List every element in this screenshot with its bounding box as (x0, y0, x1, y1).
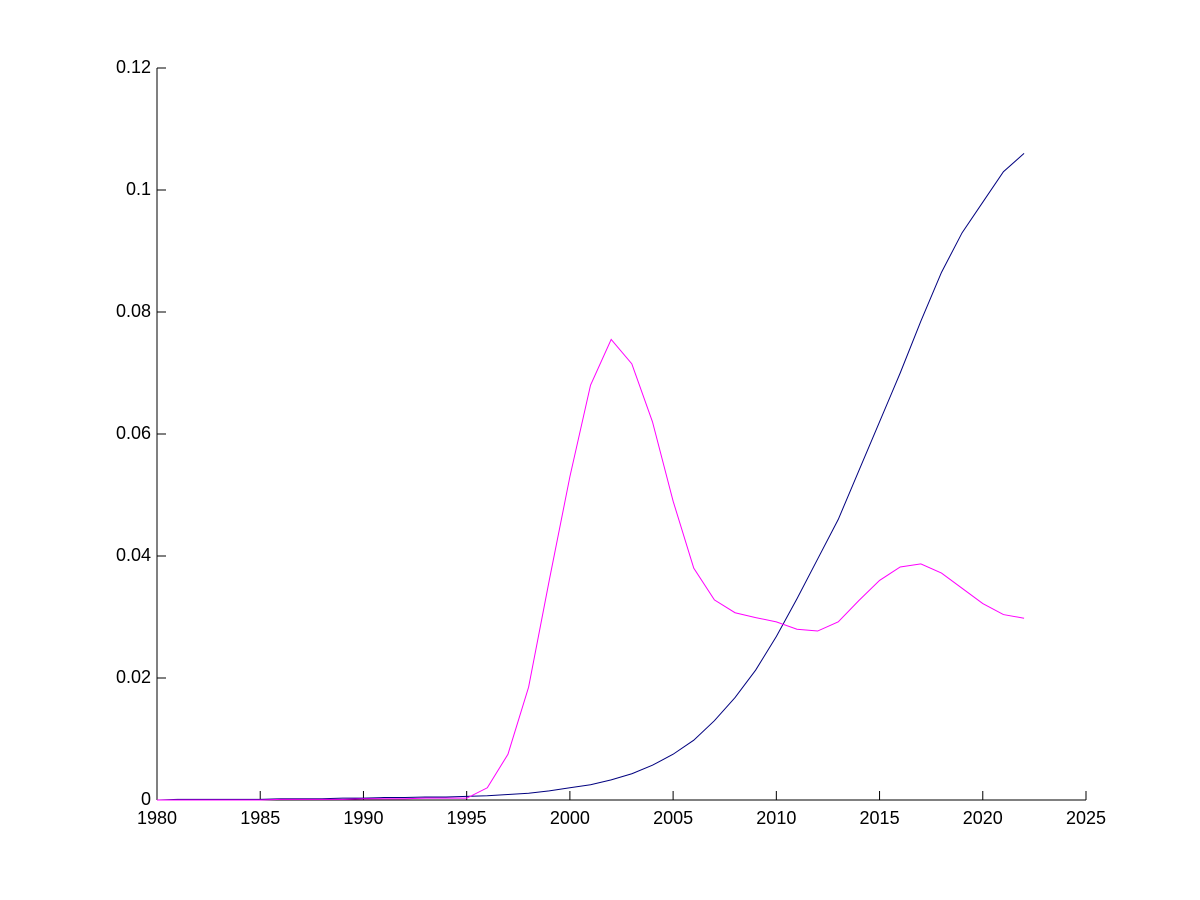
x-tick-label: 1980 (137, 808, 177, 828)
y-tick-label: 0.1 (126, 179, 151, 199)
series-line (157, 338, 1025, 801)
y-tick-label: 0.08 (116, 301, 151, 321)
x-tick-label: 2000 (550, 808, 590, 828)
series-line (156, 153, 1025, 801)
x-tick-label: 2010 (756, 808, 796, 828)
x-tick-label: 2025 (1066, 808, 1106, 828)
x-tick-label: 1995 (447, 808, 487, 828)
x-tick-label: 2020 (963, 808, 1003, 828)
y-tick-label: 0.12 (116, 57, 151, 77)
y-tick-label: 0 (141, 789, 151, 809)
x-tick-label: 1985 (240, 808, 280, 828)
x-tick-label: 2005 (653, 808, 693, 828)
x-tick-label: 1990 (343, 808, 383, 828)
y-tick-label: 0.04 (116, 545, 151, 565)
y-tick-label: 0.02 (116, 667, 151, 687)
x-tick-label: 2015 (860, 808, 900, 828)
y-tick-label: 0.06 (116, 423, 151, 443)
